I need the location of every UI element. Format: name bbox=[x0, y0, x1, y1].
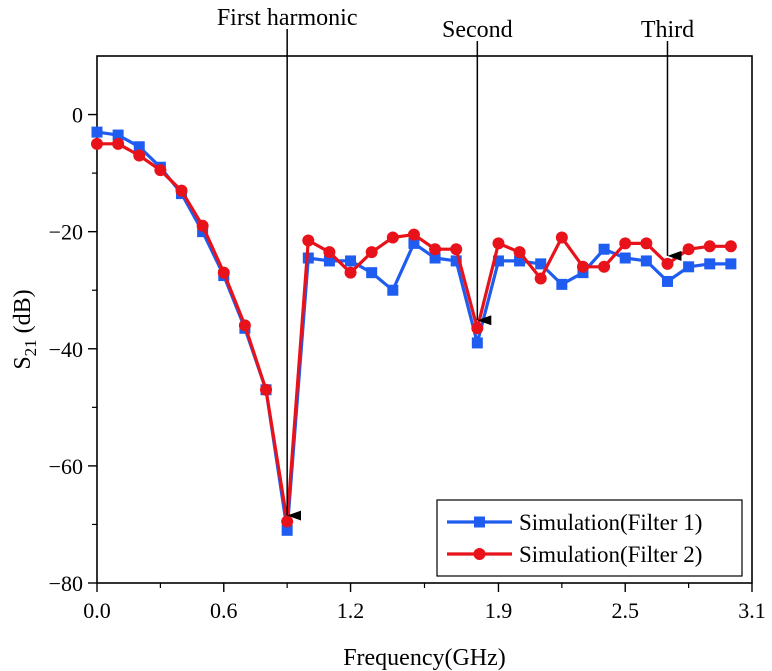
y-tick-label: −20 bbox=[49, 220, 83, 245]
series-2-point bbox=[450, 243, 463, 256]
series-2-point bbox=[196, 219, 209, 232]
series-2-point bbox=[471, 322, 484, 335]
series-2-point bbox=[661, 257, 674, 270]
series-2-point bbox=[302, 234, 315, 247]
series-1-point bbox=[281, 524, 293, 536]
legend-box bbox=[436, 499, 743, 577]
series-1-point bbox=[387, 284, 399, 296]
series-2-point bbox=[112, 137, 125, 150]
series-2-point bbox=[365, 246, 378, 259]
series-1-point bbox=[683, 261, 695, 273]
series-2-point bbox=[724, 240, 737, 253]
legend-label: Simulation(Filter 1) bbox=[519, 510, 702, 535]
legend-label: Simulation(Filter 2) bbox=[519, 542, 702, 567]
annotation-label: Second bbox=[442, 17, 513, 43]
x-tick-label: 3.1 bbox=[738, 598, 766, 623]
series-1-point bbox=[133, 141, 145, 153]
x-tick-label: 1.2 bbox=[337, 598, 365, 623]
legend: Simulation(Filter 1) Simulation(Filter 2) bbox=[436, 499, 743, 577]
series-2-point bbox=[534, 272, 547, 285]
series-layer bbox=[91, 126, 737, 536]
series-1-point bbox=[661, 275, 673, 287]
x-tick-label: 2.5 bbox=[611, 598, 639, 623]
series-2-point bbox=[238, 319, 251, 332]
series-1-point bbox=[429, 252, 441, 264]
annotation-label: Third bbox=[641, 17, 694, 43]
series-1-point bbox=[619, 252, 631, 264]
series-1-point bbox=[514, 255, 526, 267]
series-1-point bbox=[535, 258, 547, 270]
series-1-point bbox=[556, 278, 568, 290]
y-tick-label: 0 bbox=[72, 103, 83, 128]
axes: 0.0 0.6 1.2 1.9 2.5 3.1 0 −20 −40 −60 −80 Frequency… bbox=[10, 55, 766, 671]
series-2-point bbox=[682, 243, 695, 256]
y-tick-label: −80 bbox=[49, 571, 83, 596]
series-1-line bbox=[96, 130, 731, 532]
series-1-point bbox=[323, 255, 335, 267]
series-1-point bbox=[492, 255, 504, 267]
series-1-point bbox=[471, 337, 483, 349]
series-2-point bbox=[217, 266, 230, 279]
series-1 bbox=[91, 126, 737, 536]
series-2-point bbox=[323, 246, 336, 259]
series-1-point bbox=[704, 258, 716, 270]
series-2-point bbox=[703, 240, 716, 253]
series-2-point bbox=[407, 228, 420, 241]
y-tick-label: −60 bbox=[49, 454, 83, 479]
annotation-label: First harmonic bbox=[217, 5, 358, 31]
y-axis-title-main: S bbox=[10, 356, 36, 369]
legend-marker bbox=[474, 516, 485, 528]
x-tick-label: 0.0 bbox=[83, 598, 111, 623]
series-1-point bbox=[91, 126, 103, 138]
series-2-point bbox=[91, 137, 103, 150]
series-1-point bbox=[640, 255, 652, 267]
series-2-point bbox=[576, 260, 589, 273]
series-2-point bbox=[344, 266, 357, 279]
series-2 bbox=[91, 137, 737, 528]
x-axis-title: Frequency(GHz) bbox=[343, 645, 506, 671]
series-2-point bbox=[640, 237, 653, 250]
x-tick-label: 1.9 bbox=[485, 598, 513, 623]
series-2-point bbox=[175, 184, 188, 197]
series-1-point bbox=[112, 129, 124, 141]
series-2-point bbox=[429, 243, 442, 256]
x-tick-label: 0.6 bbox=[210, 598, 238, 623]
series-1-point bbox=[598, 243, 610, 255]
series-2-point bbox=[154, 164, 167, 177]
series-1-point bbox=[450, 255, 462, 267]
series-2-point bbox=[386, 231, 399, 244]
series-2-point bbox=[619, 237, 632, 250]
series-2-point bbox=[598, 260, 611, 273]
series-2-point bbox=[555, 231, 568, 244]
y-axis-title: S21 (dB) bbox=[10, 289, 40, 369]
series-2-point bbox=[260, 383, 273, 396]
y-axis-title-unit: (dB) bbox=[10, 289, 36, 339]
series-2-point bbox=[133, 149, 146, 162]
series-1-point bbox=[725, 258, 737, 270]
legend-marker bbox=[473, 548, 486, 560]
series-1-point bbox=[366, 267, 378, 279]
series-2-line bbox=[97, 142, 731, 524]
series-1-point bbox=[345, 255, 357, 267]
series-1-point bbox=[408, 237, 420, 249]
y-tick-label: −40 bbox=[49, 337, 83, 362]
y-axis-title-sub: 21 bbox=[21, 339, 40, 356]
series-2-point bbox=[281, 515, 294, 528]
series-2-point bbox=[492, 237, 505, 250]
annotations: First harmonic Second Third bbox=[217, 5, 694, 521]
series-2-point bbox=[513, 246, 526, 259]
